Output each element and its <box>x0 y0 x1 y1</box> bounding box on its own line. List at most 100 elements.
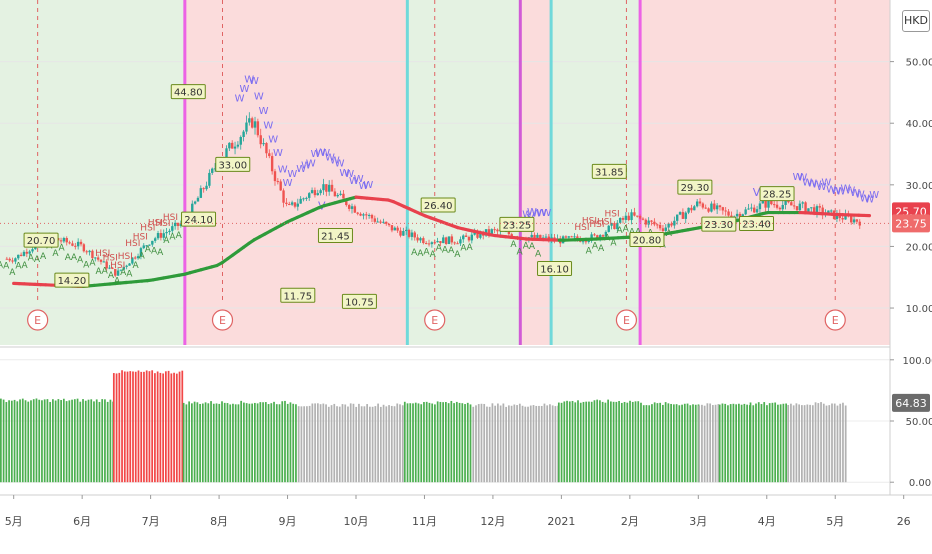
lower-bar <box>431 404 433 483</box>
lower-bar <box>336 406 338 482</box>
lower-bar <box>758 402 760 482</box>
lower-bar <box>246 403 248 482</box>
candle-body <box>445 237 447 244</box>
a-marker: A <box>598 244 605 254</box>
lower-bar <box>494 406 496 483</box>
lower-bar <box>3 400 5 483</box>
lower-bar <box>750 402 752 482</box>
lower-bar <box>621 403 623 482</box>
lower-bar <box>738 404 740 482</box>
lower-bar <box>654 402 656 482</box>
candle-body <box>391 225 393 230</box>
w-marker: W <box>869 190 879 201</box>
candle-body <box>260 135 262 144</box>
lower-bar <box>77 399 79 483</box>
lower-bar <box>755 404 757 483</box>
candle-body <box>31 249 33 251</box>
candle-body <box>202 188 204 189</box>
w-marker: W <box>278 165 288 176</box>
lower-bar <box>657 403 659 482</box>
lower-bar <box>662 405 664 482</box>
candle-body <box>568 236 570 237</box>
lower-bar <box>306 406 308 482</box>
candle-body <box>653 222 655 225</box>
candle-body <box>790 202 792 205</box>
lower-bar <box>508 405 510 482</box>
lower-bar <box>238 404 240 482</box>
lower-bar <box>90 399 92 482</box>
lower-bar <box>25 400 27 482</box>
lower-tick-label: 100.00 <box>903 356 932 367</box>
lower-bar <box>837 406 839 483</box>
candle-body <box>667 224 669 228</box>
time-tick-label: 2021 <box>547 515 575 528</box>
time-tick-label: 12月 <box>480 515 505 528</box>
lower-bar <box>52 399 54 482</box>
background-zone <box>0 0 185 345</box>
w-marker: W <box>239 84 249 95</box>
candle-body <box>134 258 136 259</box>
lower-bar <box>769 403 771 482</box>
candle-body <box>716 205 718 209</box>
lower-bar <box>470 404 472 482</box>
lower-bar <box>96 399 98 482</box>
candle-body <box>493 229 495 230</box>
lower-bar <box>707 403 709 482</box>
candle-body <box>374 218 376 221</box>
candle-body <box>784 201 786 205</box>
candle-body <box>442 237 444 243</box>
candle-body <box>325 184 327 192</box>
lower-bar <box>574 402 576 482</box>
lower-bar <box>524 407 526 483</box>
candle-body <box>368 215 370 216</box>
lower-bar <box>806 404 808 482</box>
lower-bar <box>213 404 215 482</box>
candle-body <box>308 193 310 198</box>
lower-bar <box>151 370 153 482</box>
candle-body <box>11 260 13 261</box>
hsi-marker: HSI <box>118 252 133 262</box>
candle-body <box>365 214 367 215</box>
candle-body <box>750 208 752 209</box>
candle-body <box>379 222 381 223</box>
candle-body <box>810 207 812 208</box>
time-tick-label: 3月 <box>689 515 707 528</box>
lower-tick-label: 50.00 <box>906 417 932 428</box>
candle-body <box>408 230 410 237</box>
lower-bar <box>176 374 178 483</box>
lower-bar <box>522 406 524 482</box>
a-marker: A <box>176 231 183 241</box>
background-zone <box>640 0 890 345</box>
candle-body <box>468 237 470 240</box>
background-zones <box>0 0 890 345</box>
lower-bar <box>0 399 2 483</box>
lower-bar <box>394 406 396 482</box>
lower-bar <box>486 407 488 483</box>
price-tick-label: 20.00 <box>906 242 932 253</box>
lower-bar <box>591 402 593 482</box>
candle-body <box>642 219 644 220</box>
lower-bar <box>475 405 477 482</box>
lower-bar <box>724 404 726 482</box>
lower-bar <box>569 401 571 482</box>
lower-bar <box>121 370 123 482</box>
lower-value-label: 64.83 <box>895 397 927 410</box>
lower-bar <box>615 402 617 482</box>
lower-bar <box>186 404 188 482</box>
lower-bar <box>453 403 455 482</box>
lower-bar <box>834 404 836 483</box>
lower-bar <box>104 399 106 482</box>
candle-body <box>419 238 421 240</box>
lower-bar <box>544 404 546 483</box>
candle-body <box>799 204 801 211</box>
lower-bar <box>194 402 196 483</box>
lower-bar <box>549 404 551 482</box>
lower-bar <box>698 405 700 482</box>
currency-badge[interactable]: HKD <box>902 10 930 32</box>
lower-bar <box>377 404 379 483</box>
lower-bar <box>640 403 642 482</box>
lower-bar <box>673 404 675 482</box>
lower-bar <box>500 406 502 483</box>
